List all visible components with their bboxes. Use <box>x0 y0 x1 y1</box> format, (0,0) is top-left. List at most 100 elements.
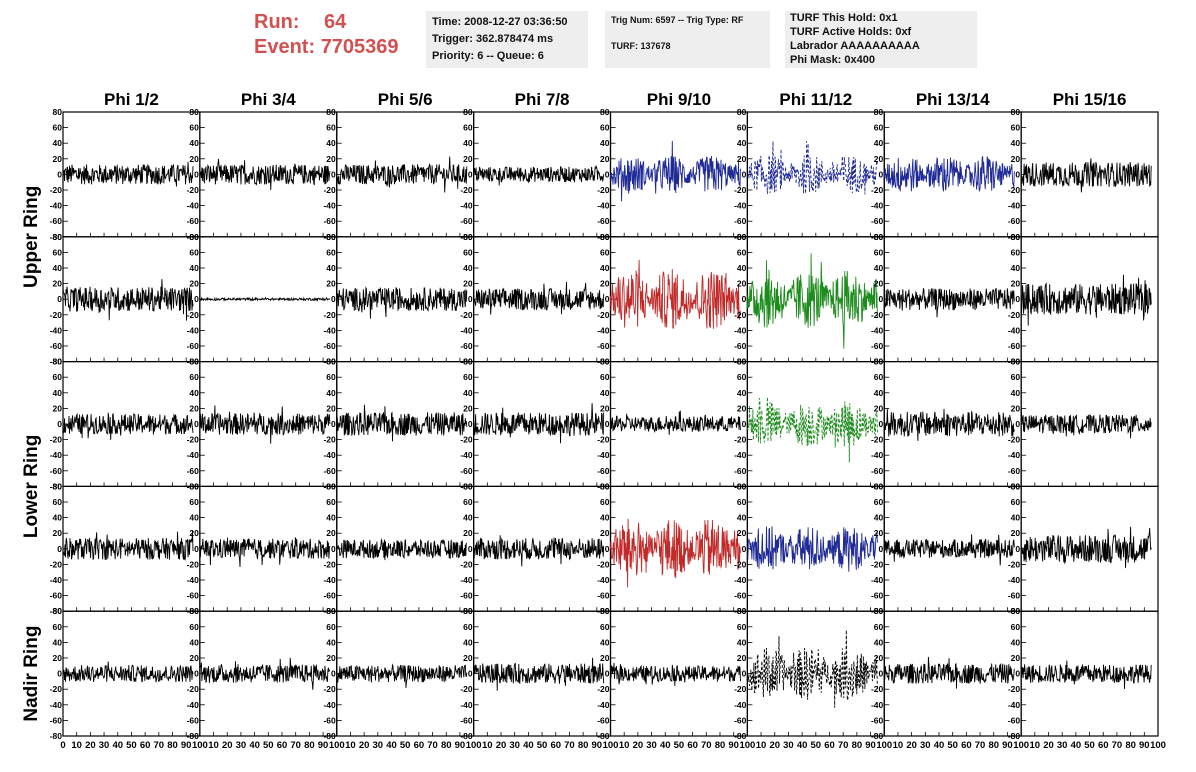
x-tick-label: 80 <box>852 740 863 751</box>
y-tick-label: 0 <box>468 169 473 179</box>
y-tick-label: -80 <box>323 731 336 741</box>
waveform-trace <box>1020 660 1152 690</box>
y-tick-label: -40 <box>187 575 200 585</box>
x-tick-label: 80 <box>441 740 452 751</box>
waveform-trace <box>62 661 194 683</box>
waveform-trace <box>747 141 878 195</box>
y-tick-label: 40 <box>326 263 336 273</box>
y-tick-label: 80 <box>189 357 199 367</box>
y-tick-label: -40 <box>734 325 747 335</box>
y-tick-label: 60 <box>463 372 473 382</box>
waveform-trace <box>473 657 605 691</box>
waveform-trace <box>746 629 878 708</box>
y-tick-label: 80 <box>326 232 336 242</box>
y-tick-label: -60 <box>187 591 200 601</box>
column-header: Phi 3/4 <box>241 90 296 109</box>
y-tick-label: 80 <box>53 357 63 367</box>
x-tick-label: 100 <box>466 740 482 751</box>
y-tick-label: -20 <box>597 310 610 320</box>
x-tick-label: 40 <box>249 740 260 751</box>
y-tick-label: -60 <box>50 466 63 476</box>
y-tick-label: 40 <box>463 637 473 647</box>
x-tick-label: 0 <box>60 740 65 751</box>
y-tick-label: -40 <box>50 575 63 585</box>
y-tick-label: 20 <box>737 653 747 663</box>
y-tick-label: 0 <box>1015 419 1020 429</box>
y-tick-label: -40 <box>460 575 473 585</box>
y-tick-label: -20 <box>597 559 610 569</box>
y-tick-label: 0 <box>194 294 199 304</box>
y-tick-label: 60 <box>1011 247 1021 257</box>
x-tick-label: 50 <box>400 740 411 751</box>
y-tick-label: 40 <box>600 513 610 523</box>
y-tick-label: 20 <box>737 528 747 538</box>
y-tick-label: -40 <box>1008 575 1021 585</box>
x-tick-label: 60 <box>550 740 561 751</box>
y-tick-label: -40 <box>1008 201 1021 211</box>
y-tick-label: -40 <box>597 450 610 460</box>
y-tick-label: 20 <box>1011 403 1021 413</box>
y-tick-label: 80 <box>326 481 336 491</box>
y-tick-label: 0 <box>1015 169 1020 179</box>
y-tick-label: -60 <box>871 715 884 725</box>
x-tick-label: 100 <box>876 740 892 751</box>
x-tick-label: 100 <box>329 740 345 751</box>
y-tick-label: -60 <box>734 715 747 725</box>
x-tick-label: 70 <box>701 740 712 751</box>
y-tick-label: -60 <box>50 715 63 725</box>
y-tick-label: 0 <box>1015 294 1020 304</box>
y-tick-label: 20 <box>737 403 747 413</box>
waveform-trace <box>610 662 741 686</box>
event-label: Event: <box>254 36 316 58</box>
y-tick-label: 40 <box>53 513 63 523</box>
turf-active-text: TURF Active Holds: 0xf <box>790 26 912 38</box>
y-tick-label: 0 <box>194 544 199 554</box>
y-tick-label: -60 <box>323 715 336 725</box>
y-tick-label: 40 <box>326 138 336 148</box>
column-header: Phi 13/14 <box>916 90 990 109</box>
y-tick-label: 60 <box>737 497 747 507</box>
waveform-trace <box>336 538 468 561</box>
y-tick-label: -80 <box>187 731 200 741</box>
x-tick-label: 70 <box>975 740 986 751</box>
y-tick-label: 0 <box>1015 669 1020 679</box>
waveform-trace <box>883 656 1015 689</box>
y-tick-label: -40 <box>871 325 884 335</box>
time-text: Time: 2008-12-27 03:36:50 <box>432 16 568 28</box>
y-tick-label: 80 <box>53 606 63 616</box>
y-tick-label: -60 <box>597 216 610 226</box>
y-tick-label: 40 <box>463 138 473 148</box>
y-tick-label: -40 <box>460 201 473 211</box>
waveform-trace <box>336 286 468 319</box>
y-tick-label: -20 <box>597 684 610 694</box>
y-tick-label: 20 <box>600 653 610 663</box>
y-tick-label: -60 <box>187 341 200 351</box>
y-tick-label: -20 <box>50 559 63 569</box>
y-tick-label: -40 <box>597 575 610 585</box>
y-tick-label: -20 <box>871 435 884 445</box>
y-tick-label: 0 <box>742 169 747 179</box>
x-tick-label: 70 <box>838 740 849 751</box>
y-tick-label: 0 <box>331 669 336 679</box>
waveform-trace <box>884 408 1015 441</box>
y-tick-label: 20 <box>53 653 63 663</box>
x-tick-label: 70 <box>1112 740 1123 751</box>
y-tick-label: 60 <box>326 497 336 507</box>
y-tick-label: 60 <box>189 497 199 507</box>
y-tick-label: -40 <box>460 700 473 710</box>
y-tick-label: -80 <box>50 481 63 491</box>
x-tick-label: 70 <box>290 740 301 751</box>
y-tick-label: 80 <box>189 481 199 491</box>
x-tick-label: 20 <box>1043 740 1054 751</box>
y-tick-label: 20 <box>189 653 199 663</box>
y-tick-label: 0 <box>194 669 199 679</box>
y-tick-label: 20 <box>1011 154 1021 164</box>
y-tick-label: 0 <box>194 419 199 429</box>
waveform-trace <box>473 403 605 444</box>
run-event-header: Run: 64 Event: 7705369 <box>254 10 399 60</box>
y-tick-label: -20 <box>871 185 884 195</box>
x-tick-label: 20 <box>906 740 917 751</box>
y-tick-label: 20 <box>189 279 199 289</box>
x-tick-label: 20 <box>85 740 96 751</box>
y-tick-label: -20 <box>1008 684 1021 694</box>
